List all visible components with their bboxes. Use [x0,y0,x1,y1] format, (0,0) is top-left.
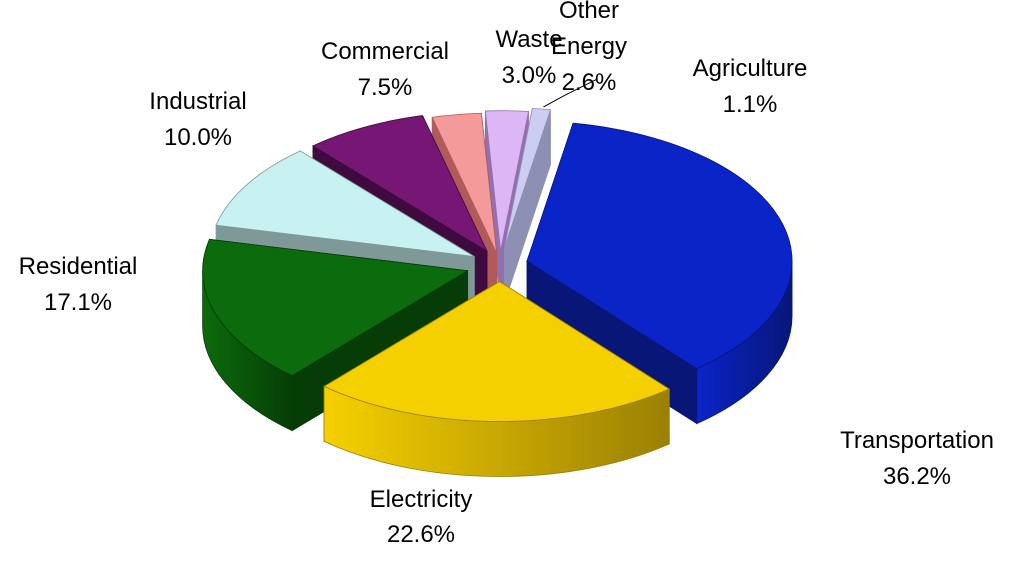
slice-transportation-top [526,122,793,370]
slice-value-industrial: 10.0% [164,124,232,151]
slice-waste-top [431,112,498,254]
slice-value-electricity: 22.6% [387,521,455,548]
slice-label-industrial: Industrial 10.0% [149,88,246,151]
slice-agriculture-top [504,107,552,248]
slice-value-waste: 3.0% [502,62,557,89]
slice-value-agriculture: 1.1% [723,91,778,118]
slice-category-waste: Waste [495,26,562,53]
slice-value-residential: 17.1% [44,289,112,316]
slice-value-commercial: 7.5% [358,74,413,101]
slice-electricity [323,280,671,477]
slice-category-agriculture: Agriculture [693,55,808,82]
slice-other-energy-top [484,110,530,251]
slice-industrial-top [215,150,475,257]
slice-category-commercial: Commercial [321,38,449,65]
slice-value-transportation: 36.2% [883,463,951,490]
slice-category-residential: Residential [19,253,138,280]
slice-electricity-top [323,281,671,422]
slice-category-industrial: Industrial [149,88,246,115]
slices-layer [202,107,793,477]
slice-commercial-top [312,115,488,253]
slice-label-other-energy: Other Energy 2.6% [551,0,627,96]
slice-category-other-energy-line-1: Other [559,0,619,24]
slice-label-agriculture: Agriculture 1.1% [693,55,808,118]
agriculture-leader-line [543,78,598,108]
slice-value-other-energy: 2.6% [562,69,617,96]
slice-label-residential: Residential 17.1% [19,253,138,316]
labels-layer: Transportation 36.2% Electricity 22.6% Resid… [19,0,994,548]
slice-residential-top [202,238,469,377]
slice-category-other-energy-line-2: Energy [551,33,627,60]
slice-label-electricity: Electricity 22.6% [370,486,473,548]
slice-category-transportation: Transportation [840,427,994,454]
slice-category-electricity: Electricity [370,486,473,513]
slice-agriculture [504,107,552,303]
slice-label-transportation: Transportation 36.2% [840,427,994,490]
slice-label-commercial: Commercial 7.5% [321,38,449,101]
slice-label-waste: Waste 3.0% [495,26,562,89]
